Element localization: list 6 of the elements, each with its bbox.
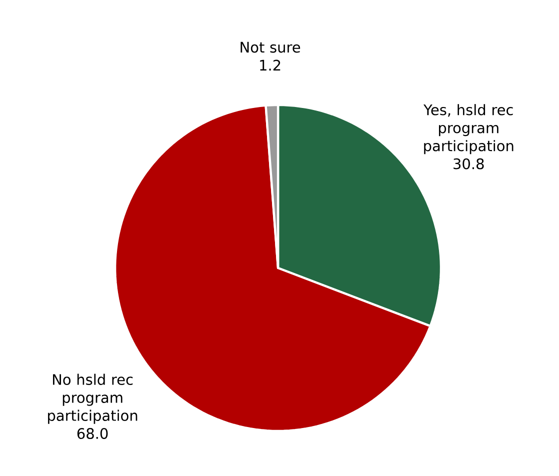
slice-label: Yes, hsld rec program participation: [423, 104, 514, 154]
data-label: 68.0: [77, 428, 108, 439]
slice-label: No hsld rec program participation: [48, 374, 138, 424]
data-label: 30.8: [454, 158, 484, 170]
data-label: 1.2: [260, 60, 280, 71]
slice-label: Not sure: [240, 42, 300, 53]
